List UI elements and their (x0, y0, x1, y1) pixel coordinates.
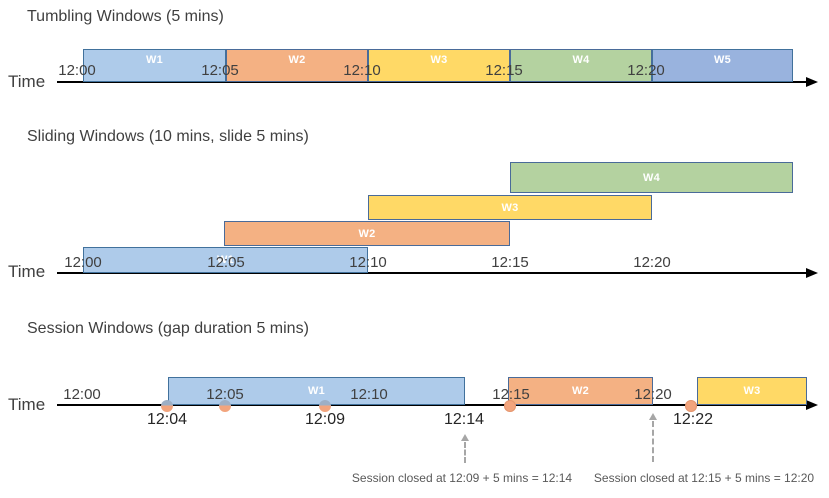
session-axis-arrowhead-icon (806, 400, 818, 410)
event-dot-12-09 (319, 400, 331, 412)
session-event-time-12-22: 12:22 (672, 411, 714, 428)
tumbling-window-w4: W4 (510, 49, 652, 82)
window-label: W3 (501, 201, 519, 214)
window-label: W4 (572, 54, 590, 66)
event-dot-12-15 (504, 400, 516, 412)
sliding-time-label: Time (8, 262, 46, 281)
session-section-title: Session Windows (gap duration 5 mins) (27, 320, 309, 337)
window-label: W2 (288, 54, 306, 66)
sliding-section-title: Sliding Windows (10 mins, slide 5 mins) (27, 128, 309, 145)
tumbling-axis-arrowhead-icon (806, 77, 818, 87)
event-dot-12-05 (219, 400, 231, 412)
tumbling-window-w5: W5 (652, 49, 793, 82)
tumbling-window-w3: W3 (368, 49, 510, 82)
session-event-time-12-14: 12:14 (443, 411, 485, 428)
tumbling-time-label: Time (8, 72, 46, 91)
arrow-stem (652, 421, 654, 462)
session-event-time-12-04: 12:04 (146, 411, 188, 428)
window-label: W2 (358, 227, 376, 240)
window-label: W2 (571, 385, 590, 397)
sliding-window-w2: W2 (224, 221, 510, 246)
session-tick-12-05: 12:05 (206, 386, 244, 403)
tumbling-tick-12-10: 12:10 (343, 62, 381, 79)
session-tick-12-00: 12:00 (63, 386, 101, 403)
window-label: W5 (713, 54, 732, 66)
session-tick-12-10: 12:10 (350, 386, 388, 403)
sliding-tick-12-10: 12:10 (349, 254, 387, 271)
session-close-arrow-icon (648, 413, 658, 462)
session-time-axis (57, 404, 806, 406)
arrow-stem (464, 442, 466, 463)
sliding-tick-12-15: 12:15 (491, 254, 529, 271)
session-window-w1: W1 (168, 377, 465, 405)
sliding-axis-arrowhead-icon (806, 268, 818, 278)
session-window-w3: W3 (697, 377, 807, 405)
session-tick-12-20: 12:20 (634, 386, 672, 403)
window-label: W3 (743, 385, 761, 397)
arrow-tip (461, 434, 469, 441)
event-dot-12-22 (685, 400, 697, 412)
session-window-w2: W2 (508, 377, 653, 405)
sliding-tick-12-05: 12:05 (207, 254, 245, 271)
session-close-annotation-1: Session closed at 12:09 + 5 mins = 12:14 (351, 471, 573, 485)
session-time-label: Time (8, 395, 46, 414)
sliding-window-w3: W3 (368, 195, 652, 220)
tumbling-tick-12-05: 12:05 (201, 62, 239, 79)
tumbling-tick-12-00: 12:00 (58, 62, 96, 79)
session-close-arrow-icon (460, 434, 470, 463)
session-tick-12-15: 12:15 (492, 386, 530, 403)
tumbling-tick-12-20: 12:20 (627, 62, 665, 79)
window-label: W4 (642, 171, 661, 184)
window-label: W1 (307, 385, 326, 397)
tumbling-section-title: Tumbling Windows (5 mins) (27, 8, 224, 25)
event-dot-12-04 (161, 400, 173, 412)
sliding-time-axis (57, 272, 806, 274)
window-label: W1 (216, 254, 235, 266)
sliding-tick-12-00: 12:00 (64, 254, 102, 271)
sliding-window-w4: W4 (510, 162, 793, 193)
tumbling-tick-12-15: 12:15 (485, 62, 523, 79)
tumbling-window-w2: W2 (226, 49, 368, 82)
arrow-tip (649, 413, 657, 420)
sliding-window-w1: W1 (83, 247, 368, 273)
sliding-tick-12-20: 12:20 (633, 254, 671, 271)
tumbling-window-w1: W1 (83, 49, 226, 82)
window-label: W1 (145, 54, 164, 66)
session-event-time-12-09: 12:09 (304, 411, 346, 428)
tumbling-time-axis (57, 81, 806, 83)
window-label: W3 (430, 54, 448, 66)
session-close-annotation-2: Session closed at 12:15 + 5 mins = 12:20 (593, 471, 815, 485)
